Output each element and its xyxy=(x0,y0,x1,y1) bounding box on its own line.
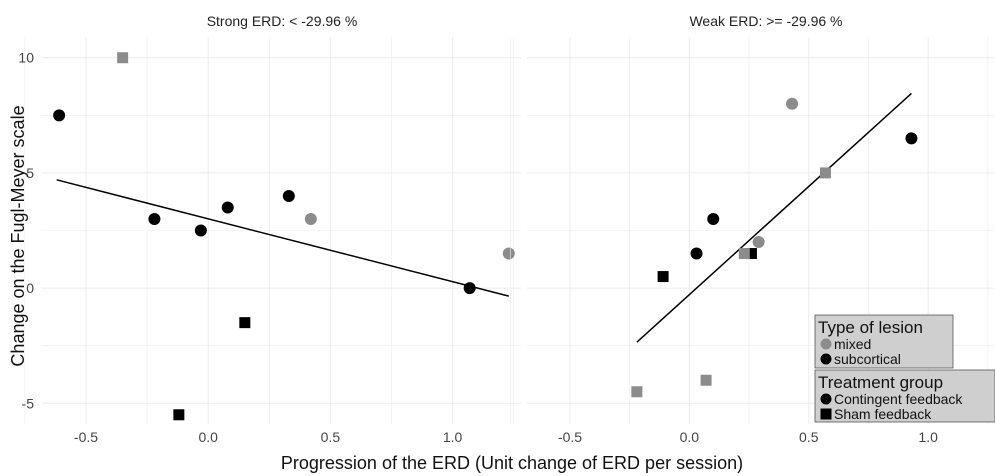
y-tick-label: -5 xyxy=(22,395,35,411)
data-point-circle xyxy=(148,212,161,225)
data-point-circle xyxy=(53,109,66,122)
y-axis-title: Change on the Fugl-Meyer scale xyxy=(8,105,28,366)
regression-line xyxy=(56,179,509,297)
x-tick-label: 0.0 xyxy=(198,429,218,445)
legend-treatment-group: Treatment group Contingent feedback Sham… xyxy=(814,369,995,423)
y-tick-label: 5 xyxy=(26,165,34,181)
data-point-circle xyxy=(752,236,765,249)
legend-label: Sham feedback xyxy=(834,406,932,422)
legend-label: Contingent feedback xyxy=(834,391,963,407)
grid xyxy=(24,37,521,424)
data-point-circle xyxy=(707,212,720,225)
legend-key-mixed xyxy=(820,338,832,350)
data-point-square xyxy=(657,271,669,283)
data-point-circle xyxy=(502,247,515,260)
x-tick-label: 1.0 xyxy=(918,429,938,445)
x-tick-label: 0.5 xyxy=(321,429,341,445)
x-tick-label: 0.5 xyxy=(799,429,819,445)
panel-strong-erd: Strong ERD: < -29.96 % xyxy=(24,13,521,424)
data-point-circle xyxy=(221,201,234,214)
x-tick-label: 0.0 xyxy=(680,429,700,445)
data-point-square xyxy=(738,248,750,260)
x-tick-label: -0.5 xyxy=(558,429,582,445)
panel-title: Weak ERD: >= -29.96 % xyxy=(689,13,842,29)
regression-line xyxy=(636,92,912,343)
data-point-circle xyxy=(786,97,799,110)
data-point-circle xyxy=(905,132,918,145)
legend-label: mixed xyxy=(834,336,871,352)
data-point-square xyxy=(819,167,831,179)
data-point-square xyxy=(173,409,185,421)
data-point-circle xyxy=(304,212,317,225)
grid xyxy=(509,37,995,424)
data-point-square xyxy=(700,374,712,386)
data-point-square xyxy=(745,248,757,260)
x-axis-ticks: -0.5 0.0 0.5 1.0 -0.5 0.0 0.5 1.0 xyxy=(74,429,938,445)
data-point-circle xyxy=(690,247,703,260)
data-point-square xyxy=(117,52,129,64)
data-points xyxy=(631,92,918,398)
data-point-square xyxy=(239,317,251,329)
y-axis-ticks: -5 0 5 10 xyxy=(18,50,34,412)
legend-key-sham-feedback xyxy=(820,408,832,420)
legend-box xyxy=(814,369,995,423)
data-point-circle xyxy=(463,282,476,295)
legend-type-of-lesion: Type of lesion mixed subcortical xyxy=(814,314,954,369)
legend-title: Type of lesion xyxy=(818,318,923,337)
data-point-square xyxy=(631,386,643,398)
data-point-circle xyxy=(194,224,207,237)
legend-key-subcortical xyxy=(820,353,832,365)
y-tick-label: 0 xyxy=(26,280,34,296)
x-axis-title: Progression of the ERD (Unit change of E… xyxy=(281,453,743,473)
x-tick-label: 1.0 xyxy=(443,429,463,445)
legend-label: subcortical xyxy=(834,351,901,367)
panel-title: Strong ERD: < -29.96 % xyxy=(207,13,358,29)
legend-key-contingent-feedback xyxy=(820,393,832,405)
legend-title: Treatment group xyxy=(818,373,943,392)
y-tick-label: 10 xyxy=(18,50,34,66)
data-points xyxy=(53,52,515,421)
data-point-circle xyxy=(282,189,295,202)
x-tick-label: -0.5 xyxy=(74,429,98,445)
legend-box xyxy=(814,314,954,369)
